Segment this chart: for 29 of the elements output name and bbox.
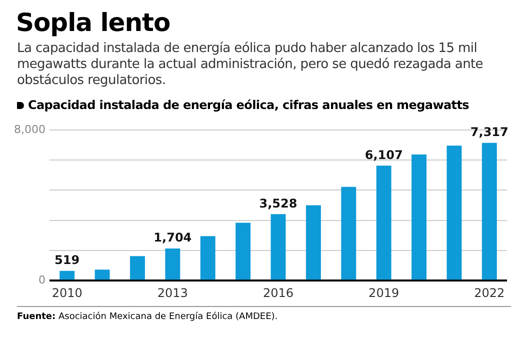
chart-title: Sopla lento [16, 8, 170, 37]
text: Capacidad instalada de energía eólica, cifras anuales en megawatts [28, 98, 469, 112]
bar [270, 214, 286, 280]
x-tick-label: 2022 [474, 286, 505, 300]
bar [200, 236, 216, 280]
data-label: 519 [54, 252, 80, 267]
x-tick-label: 2010 [52, 286, 82, 300]
bar [94, 270, 110, 280]
data-label: 1,704 [154, 230, 192, 245]
bar [376, 166, 392, 280]
bar [130, 256, 145, 280]
bar [236, 222, 251, 280]
x-tick-label: 2016 [262, 286, 294, 300]
data-label: 3,528 [259, 196, 298, 210]
y-tick-label: 0 [38, 273, 46, 286]
data-label: 7,317 [470, 124, 508, 139]
bar [412, 154, 426, 280]
bar [482, 142, 497, 280]
data-label: 6,107 [364, 148, 403, 162]
y-tick-label: 8,000 [14, 122, 46, 136]
x-tick-label: 2019 [368, 286, 400, 300]
bar [446, 146, 462, 280]
source-note: Fuente: Asociación Mexicana de Energía Eólica (AMDEE). [17, 312, 278, 322]
x-tick-label: 2013 [157, 286, 188, 300]
bar [60, 270, 75, 280]
bar [165, 248, 180, 280]
bar [341, 186, 356, 280]
bar [306, 205, 321, 280]
chart-subtitle: La capacidad instalada de energía eólica pudo haber alcanzado los 15 mil megawatts durante la actual administración, pero se quedó rezagada ante obstáculos regulatorios. [17, 41, 484, 89]
